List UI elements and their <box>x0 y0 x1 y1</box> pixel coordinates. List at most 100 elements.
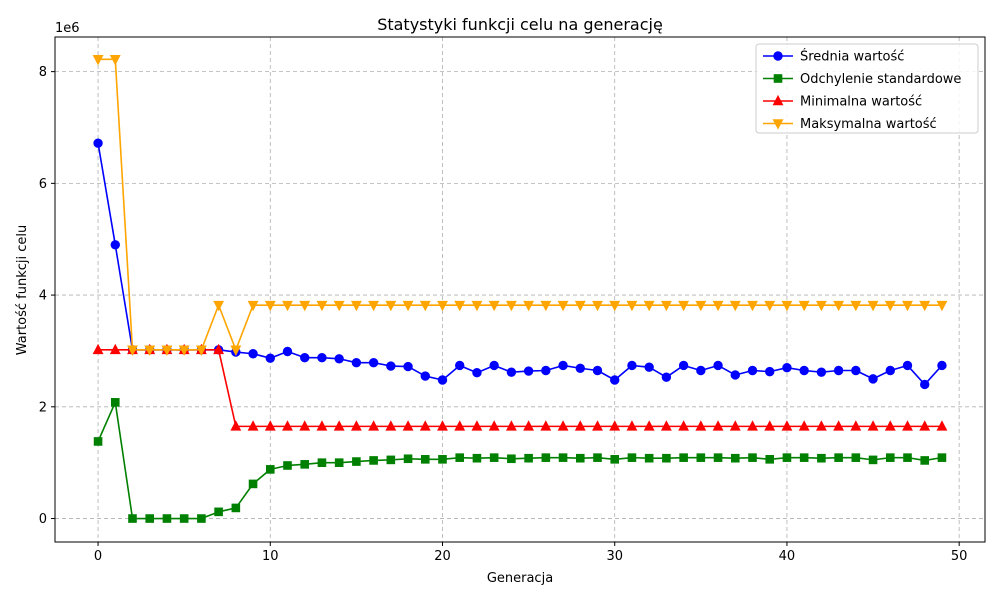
data-point <box>902 300 913 312</box>
data-point <box>920 456 930 465</box>
data-point <box>764 300 776 312</box>
legend-entry-1: Odchylenie standardowe <box>763 72 961 87</box>
data-point <box>782 453 792 462</box>
data-point <box>524 453 533 463</box>
data-point <box>815 420 827 431</box>
data-point <box>264 300 276 312</box>
data-point <box>402 300 414 312</box>
data-point <box>145 514 155 523</box>
y-axis-label: Wartość funkcji celu <box>15 225 30 356</box>
data-point <box>299 300 311 312</box>
data-point <box>919 300 931 312</box>
data-point <box>592 300 603 312</box>
data-point <box>386 361 396 371</box>
legend-entry-3: Maksymalna wartość <box>763 117 937 132</box>
plot-frame <box>54 36 986 543</box>
data-point <box>540 420 552 431</box>
data-point <box>574 300 586 312</box>
data-point <box>765 455 775 464</box>
data-point <box>592 365 603 376</box>
data-point <box>884 300 896 312</box>
data-point <box>833 420 845 431</box>
data-point <box>816 367 827 377</box>
data-point <box>350 300 362 312</box>
data-point <box>420 455 430 464</box>
data-point <box>609 300 621 312</box>
data-point <box>505 300 517 312</box>
y-tick-label: 6 <box>39 177 47 192</box>
data-point <box>696 365 706 376</box>
data-point <box>317 352 327 363</box>
data-point <box>419 300 431 312</box>
data-point <box>574 420 586 431</box>
legend: Średnia wartość Odchylenie standardowe Min… <box>755 43 979 134</box>
data-point <box>419 420 431 431</box>
data-point <box>282 420 293 431</box>
data-point <box>351 357 362 368</box>
y-tick-label: 8 <box>39 65 47 80</box>
data-point <box>179 514 189 523</box>
legend-label: Minimalna wartość <box>800 95 922 110</box>
data-point <box>403 454 413 464</box>
data-point <box>765 366 775 377</box>
data-point <box>420 371 430 381</box>
data-point <box>523 366 534 376</box>
data-point <box>282 300 293 312</box>
data-point <box>730 370 740 380</box>
data-point <box>593 453 602 462</box>
data-point <box>455 360 465 371</box>
data-point <box>867 300 879 312</box>
data-point <box>902 360 913 371</box>
data-point <box>644 362 654 372</box>
data-point <box>626 300 638 312</box>
series-3 <box>92 55 948 356</box>
data-point <box>920 379 930 390</box>
data-point <box>489 360 499 371</box>
data-point <box>712 420 724 431</box>
data-point <box>937 360 947 371</box>
data-point <box>93 437 103 446</box>
data-point <box>696 453 706 462</box>
data-point <box>850 300 862 312</box>
data-point <box>781 420 793 431</box>
data-point <box>747 300 758 312</box>
legend-marker <box>772 119 784 130</box>
data-point <box>678 360 689 371</box>
legend-label: Średnia wartość <box>800 49 904 65</box>
data-point <box>299 420 311 431</box>
axis-ticks: 0 10 20 30 40 50 0 2 4 6 8 <box>39 65 968 564</box>
data-point <box>817 453 826 463</box>
data-point <box>248 479 258 489</box>
data-point <box>403 361 413 372</box>
data-point <box>438 455 447 464</box>
data-point <box>729 420 741 431</box>
legend-box <box>755 43 979 134</box>
chart-title: Statystyki funkcji celu na generację <box>377 15 663 34</box>
data-point <box>333 420 345 431</box>
data-point <box>247 300 259 312</box>
data-point <box>713 453 723 462</box>
y-tick-label: 2 <box>39 400 47 415</box>
data-point <box>679 453 688 462</box>
data-point <box>334 458 344 467</box>
data-point <box>437 375 448 385</box>
series-1 <box>93 398 947 523</box>
data-point <box>385 420 397 431</box>
data-point <box>334 354 344 364</box>
series-2 <box>92 343 948 431</box>
data-point <box>368 420 380 431</box>
data-point <box>782 363 792 373</box>
data-point <box>868 374 878 384</box>
data-point <box>557 420 569 431</box>
data-point <box>937 453 947 462</box>
data-point <box>386 455 396 465</box>
data-point <box>92 343 104 355</box>
data-point <box>472 368 482 378</box>
data-point <box>661 372 672 382</box>
data-point <box>333 300 345 312</box>
data-point <box>902 420 913 431</box>
data-point <box>626 420 638 431</box>
data-point <box>402 420 414 431</box>
series-line <box>97 143 943 386</box>
data-point <box>161 345 173 356</box>
